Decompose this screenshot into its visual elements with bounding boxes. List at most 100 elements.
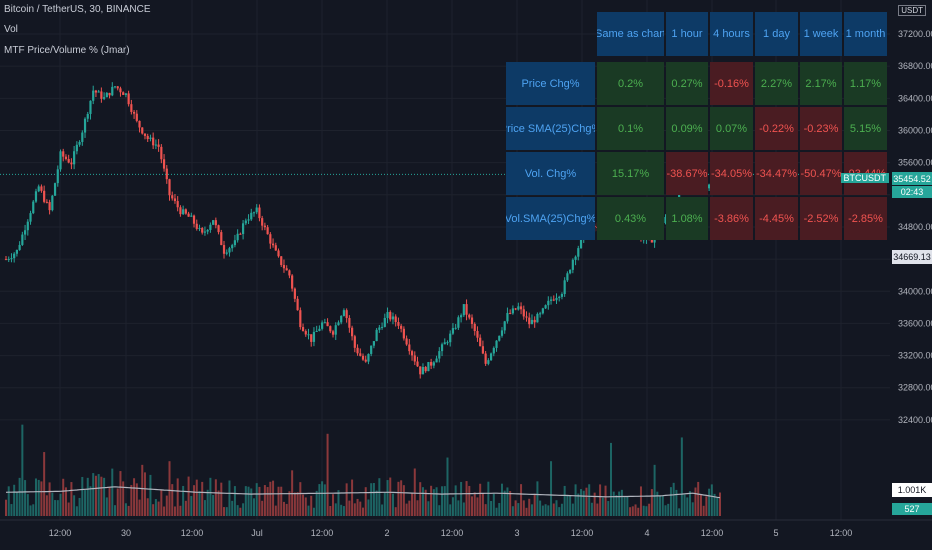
candle-body [481,346,485,354]
volume-bar [473,492,476,516]
candle-body [108,92,111,96]
volume-bar [416,500,419,516]
candle-body [111,86,114,96]
volume-bar [7,486,10,516]
volume-bar [345,483,348,516]
candle-body [285,268,288,271]
candle-body [217,225,220,233]
candle-body [244,220,247,224]
volume-bar [312,507,315,516]
candle-body [247,219,250,221]
x-tick-label: 30 [121,528,131,538]
candle-body [182,209,185,215]
volume-bar [441,486,444,516]
table-cell: 2.17% [800,62,842,105]
table-row-label: Price Chg% [506,62,595,105]
volume-bar [84,490,87,516]
volume-bar [26,494,29,516]
candle-body [310,334,313,342]
candle-body [250,212,253,220]
candle-body [386,312,389,318]
table-cell: -2.85% [844,197,887,240]
volume-bar [92,473,95,516]
y-tick-label: 36400.00 [898,93,932,103]
candle-body [195,223,198,229]
volume-bar [340,504,343,516]
volume-bar [645,506,648,516]
candle-body [541,308,544,314]
volume-bar [430,485,433,516]
candle-body [462,304,465,316]
candle-body [498,335,501,341]
candle-body [547,300,550,306]
volume-bar [650,489,653,516]
volume-bar [302,494,305,516]
volume-bar [588,484,591,516]
candle-body [62,151,65,157]
volume-bar [34,478,37,516]
x-tick-label: 3 [514,528,519,538]
volume-bar [182,485,185,516]
x-tick-label: 12:00 [571,528,594,538]
volume-bar [263,485,266,516]
volume-bar [555,500,558,516]
volume-bar [304,497,307,516]
candle-body [271,243,275,246]
volume-bar [639,486,642,516]
volume-bar [713,493,716,516]
volume-bar [708,488,711,516]
volume-bar [391,493,394,516]
candle-body [138,120,141,128]
volume-bar [138,499,141,516]
volume-bar [699,494,702,516]
volume-bar [362,507,364,516]
volume-bar [623,497,626,516]
volume-bar [694,487,697,516]
candle-body [252,212,256,214]
table-cell: -50.47% [800,152,842,195]
table-row-label: Price SMA(25)Chg% [506,107,595,150]
volume-bar [236,505,239,516]
candle-body [34,191,38,202]
candle-body [209,224,212,230]
x-tick-label: 12:00 [701,528,724,538]
candle-body [650,239,653,243]
candle-body [500,330,504,336]
x-tick-label: 12:00 [49,528,72,538]
volume-bar [397,481,400,516]
volume-bar [89,486,92,516]
volume-bar [111,468,114,516]
table-column-header: 1 month [844,12,887,56]
volume-last-tag: 527 [892,503,932,515]
table-cell: -0.22% [755,107,798,150]
volume-bar [462,502,465,516]
candle-body [10,258,13,260]
candle-body [440,344,444,352]
volume-bar [73,495,76,516]
candle-body [509,312,512,314]
candle-body [321,322,324,329]
candle-body [124,93,128,95]
volume-bar [675,489,678,516]
volume-bar [517,503,520,516]
volume-bar [607,501,610,516]
candle-body [274,245,277,251]
candle-body [443,342,446,345]
volume-bar [255,483,258,516]
candle-body [70,162,73,165]
candle-body [410,351,414,356]
volume-bar [653,464,656,516]
volume-bar [195,479,198,516]
candle-body [375,329,378,342]
candle-body [280,256,283,265]
table-cell: 2.27% [755,62,798,105]
volume-bar [15,492,18,516]
candle-body [4,259,8,261]
currency-badge[interactable]: USDT [898,5,926,16]
candle-body [266,227,269,235]
volume-bar [10,504,13,516]
candle-body [517,306,520,310]
volume-bar [413,468,416,516]
candle-body [408,344,411,352]
volume-bar [282,501,285,516]
